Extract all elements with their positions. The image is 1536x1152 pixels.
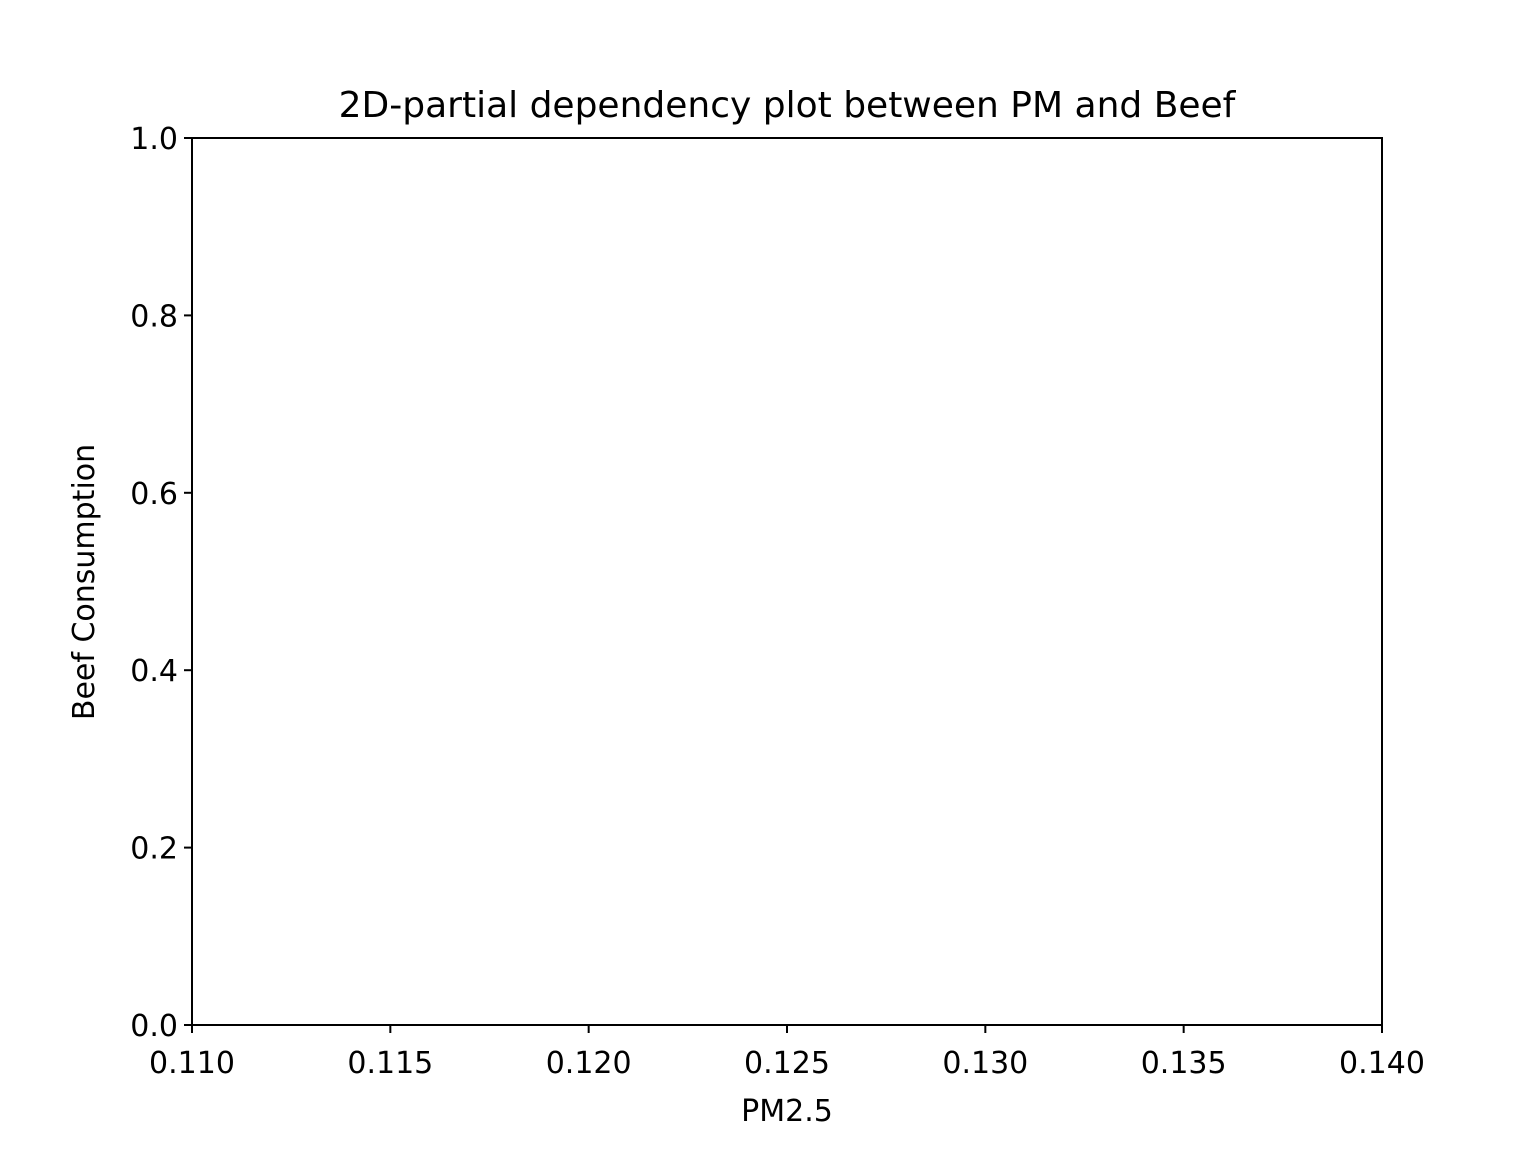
y-tick-label: 0.2 [130, 832, 178, 867]
y-tick-label: 0.8 [130, 299, 178, 334]
y-axis-label: Beef Consumption [67, 444, 102, 720]
y-axis: 0.0 0.2 0.4 0.6 0.8 1.0 [130, 122, 192, 1044]
x-tick-label: 0.120 [546, 1046, 632, 1081]
plot-area [191, 137, 1383, 1026]
x-tick-label: 0.140 [1339, 1046, 1425, 1081]
y-tick-label: 0.0 [130, 1009, 178, 1044]
x-tick-label: 0.110 [149, 1046, 235, 1081]
y-tick-label: 0.6 [130, 477, 178, 512]
x-axis: 0.110 0.115 0.120 0.125 0.130 0.135 0.140 [149, 1025, 1425, 1081]
chart-title: 2D-partial dependency plot between PM an… [339, 85, 1237, 126]
x-tick-label: 0.115 [347, 1046, 433, 1081]
x-axis-label: PM2.5 [741, 1094, 833, 1129]
y-tick-label: 1.0 [130, 122, 178, 157]
x-tick-label: 0.135 [1141, 1046, 1227, 1081]
x-tick-label: 0.125 [744, 1046, 830, 1081]
x-tick-label: 0.130 [942, 1046, 1028, 1081]
y-tick-label: 0.4 [130, 654, 178, 689]
